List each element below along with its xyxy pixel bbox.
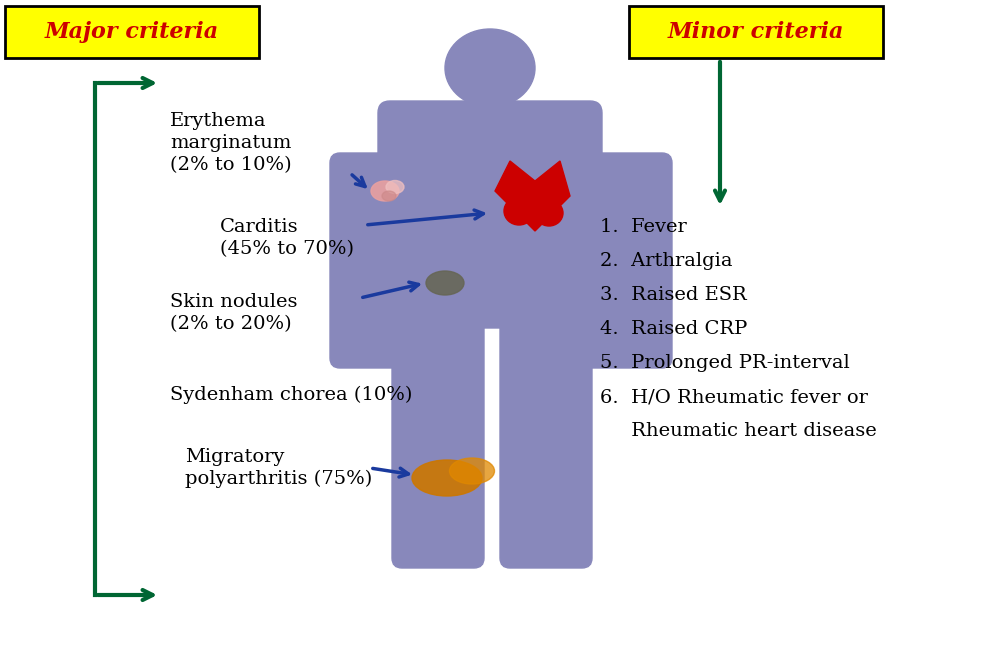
- Ellipse shape: [535, 200, 563, 226]
- FancyBboxPatch shape: [378, 101, 602, 325]
- Ellipse shape: [504, 197, 534, 225]
- Ellipse shape: [382, 191, 396, 201]
- Text: 2.  Arthralgia: 2. Arthralgia: [600, 252, 732, 270]
- FancyBboxPatch shape: [629, 6, 883, 58]
- FancyBboxPatch shape: [392, 288, 484, 568]
- Ellipse shape: [386, 180, 404, 193]
- Bar: [472, 83, 508, 118]
- FancyBboxPatch shape: [582, 153, 672, 368]
- FancyBboxPatch shape: [5, 6, 259, 58]
- Text: 3.  Raised ESR: 3. Raised ESR: [600, 286, 747, 304]
- FancyBboxPatch shape: [395, 258, 590, 328]
- FancyBboxPatch shape: [500, 288, 592, 568]
- Ellipse shape: [567, 178, 637, 238]
- Text: 5.  Prolonged PR-interval: 5. Prolonged PR-interval: [600, 354, 850, 372]
- Text: Major criteria: Major criteria: [45, 21, 219, 43]
- Text: Carditis
(45% to 70%): Carditis (45% to 70%): [220, 218, 354, 258]
- Ellipse shape: [426, 271, 464, 295]
- Text: 1.  Fever: 1. Fever: [600, 218, 687, 236]
- Polygon shape: [495, 161, 570, 231]
- Ellipse shape: [343, 178, 413, 238]
- Text: Rheumatic heart disease: Rheumatic heart disease: [600, 422, 877, 440]
- Ellipse shape: [412, 460, 482, 496]
- Ellipse shape: [371, 181, 399, 201]
- Text: Erythema
marginatum
(2% to 10%): Erythema marginatum (2% to 10%): [170, 112, 292, 174]
- Text: Minor criteria: Minor criteria: [668, 21, 844, 43]
- Text: 6.  H/O Rheumatic fever or: 6. H/O Rheumatic fever or: [600, 388, 868, 406]
- Text: Migratory
polyarthritis (75%): Migratory polyarthritis (75%): [185, 448, 372, 488]
- Text: Skin nodules
(2% to 20%): Skin nodules (2% to 20%): [170, 293, 298, 333]
- Ellipse shape: [450, 458, 494, 484]
- Ellipse shape: [445, 29, 535, 107]
- Text: Sydenham chorea (10%): Sydenham chorea (10%): [170, 386, 412, 404]
- FancyBboxPatch shape: [330, 153, 420, 368]
- Text: 4.  Raised CRP: 4. Raised CRP: [600, 320, 747, 338]
